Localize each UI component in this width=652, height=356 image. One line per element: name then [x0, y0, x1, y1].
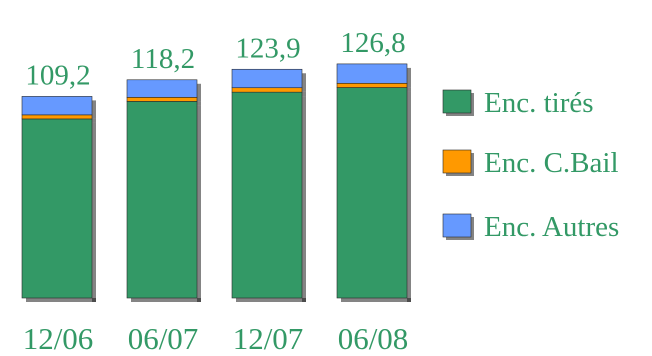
- bar-shadow: [341, 298, 411, 302]
- x-tick-label: 06/08: [338, 321, 409, 356]
- bar-segment-1-12-07: [231, 91, 303, 299]
- bar-shadow: [407, 67, 411, 88]
- bar-shadow: [407, 91, 411, 303]
- bar-segment-3-06-07: [126, 79, 198, 98]
- total-label: 118,2: [131, 43, 195, 75]
- bar-shadow: [197, 101, 201, 106]
- bar-shadow: [197, 83, 201, 102]
- bar-segment-1-06-08: [336, 87, 408, 299]
- total-labels-group: 109,2 118,2 123,9 126,8: [25, 27, 405, 91]
- total-label: 126,8: [340, 27, 405, 59]
- bar-segment-1-12-06: [21, 118, 93, 299]
- x-tick-label: 12/06: [23, 321, 94, 356]
- legend-swatch-2: [442, 149, 472, 174]
- x-tick-label: 06/07: [128, 321, 199, 356]
- legend: Enc. tirés Enc. C.Bail Enc. Autres: [442, 87, 619, 243]
- bar-shadow: [302, 73, 306, 92]
- bar-segment-2-06-07: [126, 97, 198, 102]
- total-label: 109,2: [25, 59, 90, 91]
- bar-shadow: [92, 100, 96, 119]
- bar-segment-2-12-06: [21, 114, 93, 120]
- bar-shadow: [92, 122, 96, 302]
- legend-label-1: Enc. tirés: [484, 87, 594, 119]
- legend-label-2: Enc. C.Bail: [484, 147, 619, 179]
- bar-segment-3-06-08: [336, 63, 408, 84]
- bar-shadow: [302, 91, 306, 97]
- x-tick-label: 12/07: [233, 321, 304, 356]
- bar-shadow: [92, 118, 96, 123]
- bar-shadow: [302, 96, 306, 303]
- bar-segment-2-12-07: [231, 87, 303, 93]
- bar-shadow: [236, 298, 306, 302]
- bar-segment-2-06-08: [336, 82, 408, 88]
- bar-segment-1-06-07: [126, 101, 198, 299]
- bar-shadow: [131, 298, 201, 302]
- legend-swatch-3: [442, 213, 472, 238]
- legend-label-3: Enc. Autres: [484, 211, 619, 243]
- bar-shadow: [26, 298, 96, 302]
- bar-segment-3-12-07: [231, 68, 303, 89]
- total-label: 123,9: [235, 32, 300, 64]
- bar-shadow: [197, 105, 201, 302]
- bar-shadow: [407, 87, 411, 92]
- x-tick-labels-group: 12/06 06/07 12/07 06/08: [23, 321, 409, 356]
- legend-swatch-1: [442, 89, 472, 114]
- bar-segment-3-12-06: [21, 96, 93, 116]
- bars-group: [21, 63, 411, 303]
